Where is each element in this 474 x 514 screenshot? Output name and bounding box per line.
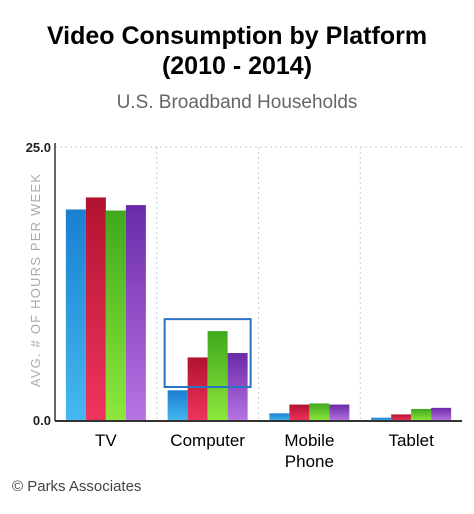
y-tick-label: 25.0 <box>26 140 51 155</box>
bar <box>411 408 432 421</box>
y-tick-label: 0.0 <box>33 413 51 428</box>
bar <box>105 210 126 421</box>
chart-title-years: (2010 - 2014) <box>161 52 313 80</box>
x-tick-label: Phone <box>285 452 334 471</box>
x-tick-label: Computer <box>170 431 245 450</box>
x-tick-label: Mobile <box>284 431 334 450</box>
bar <box>269 413 290 421</box>
bar <box>85 197 106 421</box>
bar <box>65 209 86 421</box>
bar <box>309 403 330 421</box>
bar <box>207 331 228 421</box>
source-credit: © Parks Associates <box>12 478 142 495</box>
x-tick-label: Tablet <box>388 431 434 450</box>
bar <box>431 407 452 421</box>
y-axis-label: AVG. # OF HOURS PER WEEK <box>28 173 43 387</box>
bar <box>391 414 412 421</box>
chart-title: Video Consumption by Platform <box>46 22 428 50</box>
chart-subtitle: U.S. Broadband Households <box>116 92 358 113</box>
bar <box>371 417 392 421</box>
bar <box>329 404 350 421</box>
bar <box>125 205 146 421</box>
bar <box>289 404 310 421</box>
x-tick-label: TV <box>95 431 117 450</box>
highlight-box <box>163 318 252 388</box>
bar <box>187 357 208 421</box>
bar <box>167 390 188 421</box>
